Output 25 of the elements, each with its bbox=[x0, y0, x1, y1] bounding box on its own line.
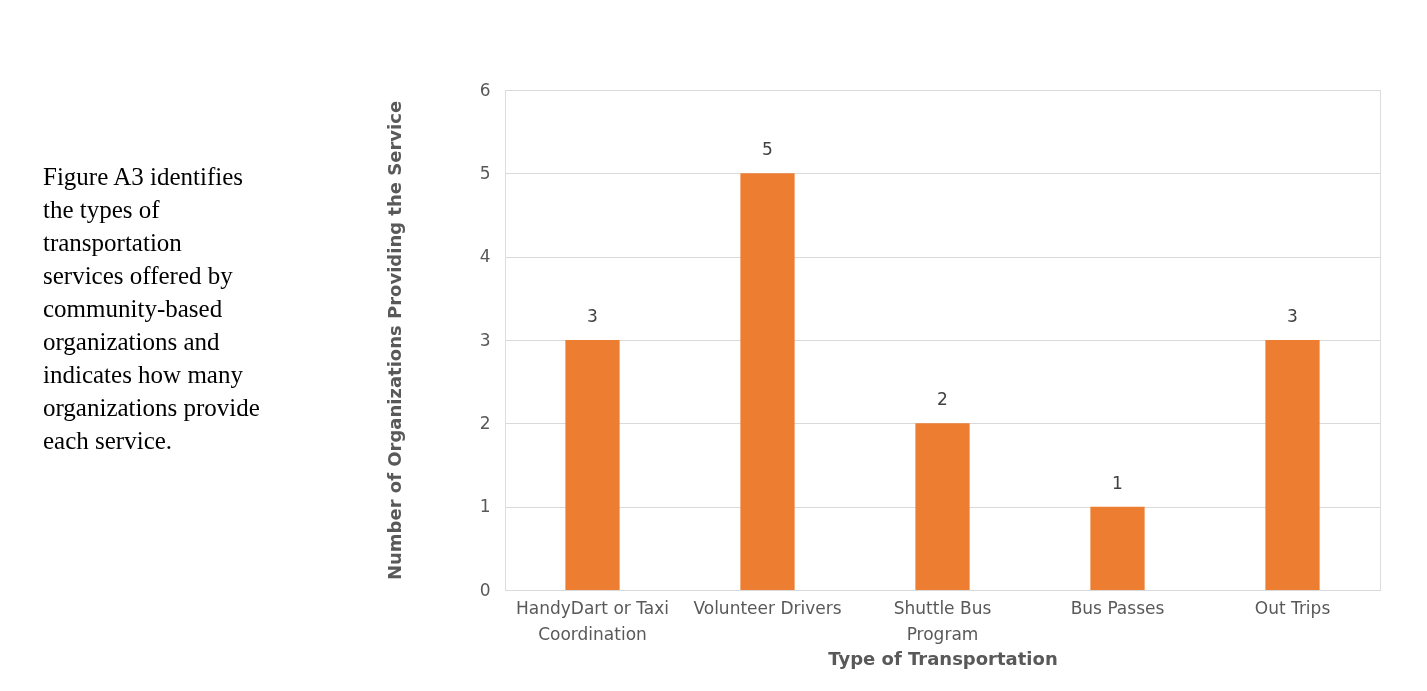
x-tick-label: Shuttle Bus Program bbox=[893, 597, 992, 644]
bar bbox=[1090, 506, 1145, 590]
bar bbox=[1265, 340, 1320, 590]
bar bbox=[915, 423, 970, 590]
y-tick-label: 2 bbox=[479, 412, 491, 433]
data-label: 3 bbox=[587, 306, 598, 326]
data-label: 2 bbox=[937, 389, 948, 410]
x-tick-label: HandyDart or Taxi Coordination bbox=[516, 597, 669, 644]
data-label: 1 bbox=[1112, 472, 1123, 493]
x-tick-label: Out Trips bbox=[1254, 597, 1331, 618]
y-axis-title: Number of Organizations Providing the Service bbox=[383, 100, 405, 581]
y-tick-label: 0 bbox=[479, 579, 491, 600]
data-label: 5 bbox=[762, 139, 773, 160]
y-tick-label: 1 bbox=[479, 496, 491, 517]
x-axis-title: Type of Transportation bbox=[828, 647, 1058, 669]
text: Figure A3 identifies the types of transportation services offered by community-based organizations and indicates how many organizations provide each service. bbox=[43, 163, 260, 454]
data-label: 3 bbox=[1287, 306, 1298, 326]
bar bbox=[565, 340, 620, 590]
x-tick-label: Volunteer Drivers bbox=[693, 597, 842, 618]
x-tick-label: Bus Passes bbox=[1070, 597, 1165, 618]
y-tick-label: 6 bbox=[479, 79, 491, 100]
y-tick-label: 3 bbox=[479, 329, 491, 350]
y-tick-label: 4 bbox=[479, 246, 491, 267]
bar bbox=[740, 173, 795, 590]
y-tick-label: 5 bbox=[479, 162, 491, 183]
